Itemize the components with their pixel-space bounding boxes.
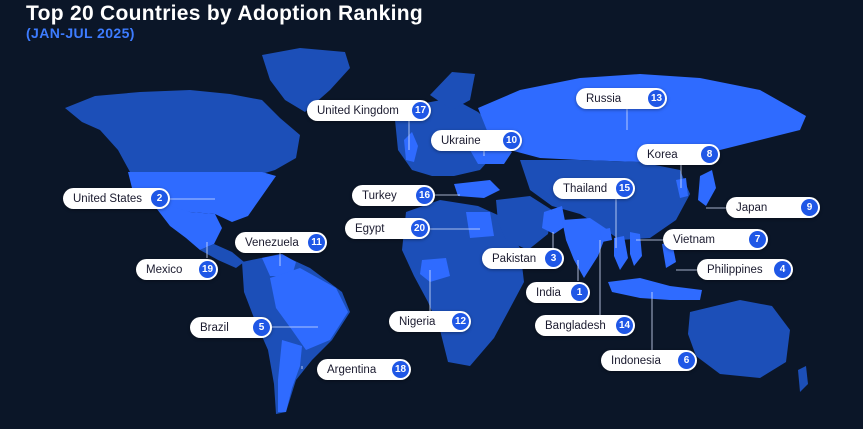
country-name: Japan [736, 201, 768, 214]
rank-badge: 10 [503, 132, 520, 149]
rank-badge: 14 [616, 317, 633, 334]
australia-shape [688, 300, 790, 378]
rank-badge: 17 [412, 102, 429, 119]
country-name: United States [73, 192, 143, 205]
rank-badge: 13 [648, 90, 665, 107]
pakistan-shape [542, 206, 566, 234]
label-india: India 1 [526, 282, 590, 303]
rank-badge: 15 [616, 180, 633, 197]
rank-badge: 5 [253, 319, 270, 336]
mexico-shape [150, 200, 222, 250]
nigeria-shape [420, 258, 450, 282]
country-name: India [536, 286, 561, 299]
country-name: Egypt [355, 222, 385, 235]
label-korea: Korea 8 [637, 144, 720, 165]
rank-badge: 6 [678, 352, 695, 369]
country-name: Indonesia [611, 354, 661, 367]
country-name: Pakistan [492, 252, 537, 265]
country-name: Argentina [327, 363, 377, 376]
label-indonesia: Indonesia 6 [601, 350, 697, 371]
rank-badge: 8 [701, 146, 718, 163]
indonesia-shape [608, 278, 702, 300]
country-name: Philippines [707, 263, 763, 276]
brazil-shape [270, 268, 348, 350]
rank-badge: 7 [749, 231, 766, 248]
country-name: United Kingdom [317, 104, 399, 117]
label-mexico: Mexico 19 [136, 259, 218, 280]
venezuela-shape [262, 254, 296, 276]
bangladesh-shape [600, 228, 612, 242]
rank-badge: 9 [801, 199, 818, 216]
central-america-shape [200, 244, 244, 268]
label-vietnam: Vietnam 7 [663, 229, 768, 250]
label-thailand: Thailand 15 [553, 178, 635, 199]
label-egypt: Egypt 20 [345, 218, 430, 239]
middle-east-shape [496, 196, 552, 250]
label-united-states: United States 2 [63, 188, 170, 209]
country-name: Russia [586, 92, 622, 105]
rank-badge: 3 [545, 250, 562, 267]
argentina-shape [278, 340, 302, 412]
japan-shape [698, 170, 716, 206]
label-united-kingdom: United Kingdom 17 [307, 100, 431, 121]
rank-badge: 19 [199, 261, 216, 278]
label-ukraine: Ukraine 10 [431, 130, 522, 151]
label-philippines: Philippines 4 [697, 259, 793, 280]
vietnam-shape [630, 232, 642, 266]
united-kingdom-shape [404, 132, 418, 162]
north-america-shape [65, 90, 300, 176]
korea-shape [676, 178, 688, 198]
country-name: Nigeria [399, 315, 436, 328]
country-name: Korea [647, 148, 678, 161]
rank-badge: 11 [308, 234, 325, 251]
label-japan: Japan 9 [726, 197, 820, 218]
new-zealand-shape [798, 366, 808, 392]
africa-shape [402, 200, 524, 366]
greenland-shape [262, 48, 350, 112]
country-name: Ukraine [441, 134, 481, 147]
rank-badge: 1 [571, 284, 588, 301]
country-name: Bangladesh [545, 319, 606, 332]
label-bangladesh: Bangladesh 14 [535, 315, 635, 336]
thailand-shape [614, 236, 628, 270]
label-russia: Russia 13 [576, 88, 667, 109]
india-shape [562, 218, 608, 278]
rank-badge: 2 [151, 190, 168, 207]
rank-badge: 12 [452, 313, 469, 330]
russia-shape [478, 74, 806, 162]
label-brazil: Brazil 5 [190, 317, 272, 338]
turkey-shape [454, 180, 500, 198]
country-name: Brazil [200, 321, 229, 334]
united-states-shape [128, 172, 276, 222]
leader-lines [170, 109, 726, 369]
rank-badge: 4 [774, 261, 791, 278]
label-argentina: Argentina 18 [317, 359, 411, 380]
label-turkey: Turkey 16 [352, 185, 435, 206]
rank-badge: 20 [411, 220, 428, 237]
rank-badge: 16 [416, 187, 433, 204]
country-name: Venezuela [245, 236, 299, 249]
country-name: Thailand [563, 182, 608, 195]
country-name: Mexico [146, 263, 183, 276]
label-nigeria: Nigeria 12 [389, 311, 471, 332]
page-title: Top 20 Countries by Adoption Ranking [26, 2, 423, 25]
page-subtitle: (JAN-JUL 2025) [26, 25, 135, 41]
country-name: Vietnam [673, 233, 715, 246]
label-venezuela: Venezuela 11 [235, 232, 327, 253]
country-name: Turkey [362, 189, 397, 202]
label-pakistan: Pakistan 3 [482, 248, 564, 269]
scandinavia-shape [430, 72, 475, 110]
egypt-shape [466, 212, 494, 238]
rank-badge: 18 [392, 361, 409, 378]
